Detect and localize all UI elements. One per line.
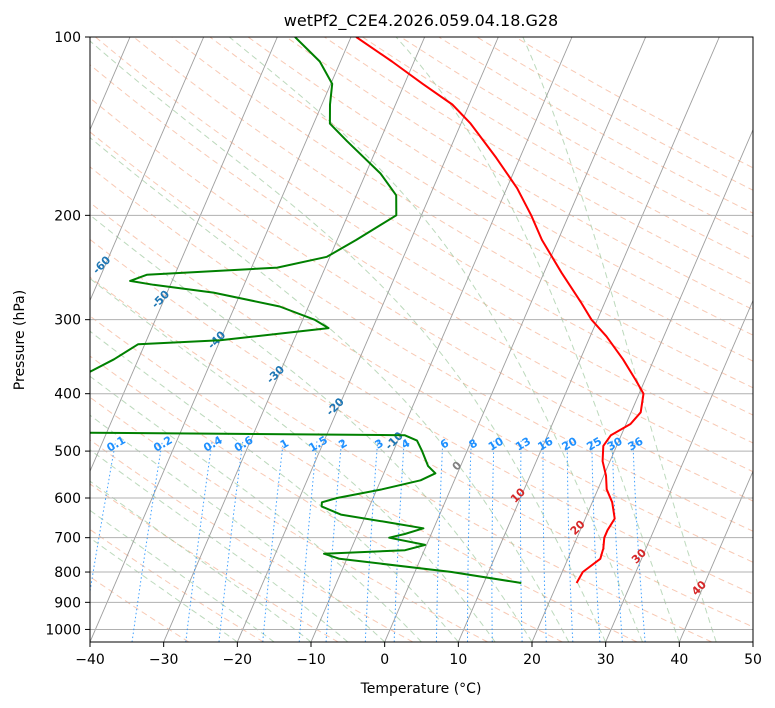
dry-adiabat bbox=[285, 37, 753, 311]
y-tick-label: 200 bbox=[54, 208, 81, 224]
x-tick-label: 20 bbox=[523, 652, 541, 668]
isotherm bbox=[605, 299, 753, 642]
mixing-ratio-line bbox=[90, 440, 117, 595]
mixing-ratio-line bbox=[325, 440, 343, 642]
moist-adiabat bbox=[90, 330, 459, 642]
background-lines bbox=[0, 37, 753, 642]
mixing-ratio-line bbox=[591, 440, 601, 642]
y-tick-label: 400 bbox=[54, 387, 81, 403]
sounding-series bbox=[90, 37, 645, 584]
x-tick-label: −40 bbox=[75, 652, 105, 668]
dry-adiabat bbox=[90, 202, 753, 595]
y-tick-label: 700 bbox=[54, 531, 81, 547]
y-axis-title: Pressure (hPa) bbox=[12, 290, 28, 390]
y-tick-label: 600 bbox=[54, 491, 81, 507]
plot-frame bbox=[89, 36, 754, 643]
y-tick-label: 500 bbox=[54, 444, 81, 460]
mixing-ratio-line bbox=[611, 440, 623, 642]
mixing-ratio-line bbox=[566, 440, 574, 642]
moist-adiabat bbox=[90, 214, 533, 642]
moist-adiabat bbox=[90, 449, 349, 642]
mixing-ratio-line bbox=[435, 440, 444, 642]
isotherm bbox=[163, 37, 426, 642]
y-tick-label: 100 bbox=[54, 30, 81, 46]
dry-adiabat bbox=[90, 97, 753, 502]
y-tick-label: 300 bbox=[54, 313, 81, 329]
mixing-ratio-line bbox=[467, 440, 472, 642]
isotherm bbox=[0, 37, 56, 642]
x-tick-label: 10 bbox=[449, 652, 467, 668]
isotherm bbox=[90, 37, 205, 302]
mixing-ratio-line bbox=[520, 440, 523, 642]
y-tick-label: 800 bbox=[54, 565, 81, 581]
isotherm bbox=[752, 640, 753, 642]
isotherm bbox=[384, 37, 647, 642]
mixing-ratio-line bbox=[131, 440, 163, 642]
x-tick-label: −10 bbox=[296, 652, 326, 668]
dry-adiabat bbox=[90, 355, 563, 642]
isotherm bbox=[457, 37, 720, 642]
x-tick-label: 50 bbox=[744, 652, 762, 668]
moist-adiabat bbox=[522, 37, 717, 642]
mixing-ratio-line bbox=[185, 440, 213, 642]
mixing-ratio-line bbox=[542, 440, 547, 642]
isotherm bbox=[531, 128, 753, 642]
dry-adiabat bbox=[324, 37, 753, 286]
mixing-ratio-line bbox=[262, 440, 284, 642]
x-axis: −40 −30 −20 −10 0 10 20 30 40 50 bbox=[75, 642, 762, 668]
isotherm-label: -70 bbox=[31, 220, 54, 243]
dewpoint-line bbox=[90, 37, 522, 584]
chart-title: wetPf2_C2E4.2026.059.04.18.G28 bbox=[284, 11, 558, 31]
moist-adiabat bbox=[90, 414, 386, 642]
y-tick-label: 900 bbox=[54, 595, 81, 611]
isotherm bbox=[678, 470, 753, 642]
x-tick-label: −20 bbox=[223, 652, 253, 668]
x-tick-label: 0 bbox=[380, 652, 389, 668]
isotherm bbox=[90, 37, 278, 473]
dry-adiabat bbox=[171, 37, 753, 389]
x-axis-title: Temperature (°C) bbox=[360, 681, 482, 697]
x-tick-label: 40 bbox=[670, 652, 688, 668]
dry-adiabat bbox=[90, 315, 638, 642]
moist-adiabat bbox=[395, 37, 680, 642]
plot-area bbox=[90, 37, 753, 642]
mixing-ratio-line bbox=[218, 440, 244, 642]
mixing-ratio-line bbox=[298, 440, 318, 642]
mixing-ratio-line bbox=[364, 440, 379, 642]
moist-adiabat bbox=[90, 277, 496, 642]
dry-adiabat bbox=[90, 276, 712, 642]
mixing-ratio-line bbox=[632, 440, 646, 642]
dry-adiabat bbox=[90, 131, 753, 532]
x-tick-label: −30 bbox=[149, 652, 179, 668]
y-tick-label: 1000 bbox=[45, 622, 81, 638]
dry-adiabat bbox=[133, 37, 753, 416]
temperature-line bbox=[355, 37, 645, 584]
isotherm bbox=[236, 37, 499, 642]
mixing-ratio-line bbox=[491, 440, 495, 642]
x-tick-label: 30 bbox=[597, 652, 615, 668]
moist-adiabat bbox=[228, 37, 643, 642]
dry-adiabat bbox=[90, 483, 339, 642]
moist-adiabat bbox=[90, 40, 607, 642]
isotherm bbox=[310, 37, 573, 642]
moist-adiabat bbox=[90, 137, 570, 642]
dry-adiabat bbox=[90, 238, 753, 628]
mixing-ratio-line bbox=[393, 440, 405, 642]
dry-adiabat bbox=[90, 528, 264, 642]
y-axis: 100 200 300 400 500 600 700 800 900 1000 bbox=[45, 30, 90, 638]
